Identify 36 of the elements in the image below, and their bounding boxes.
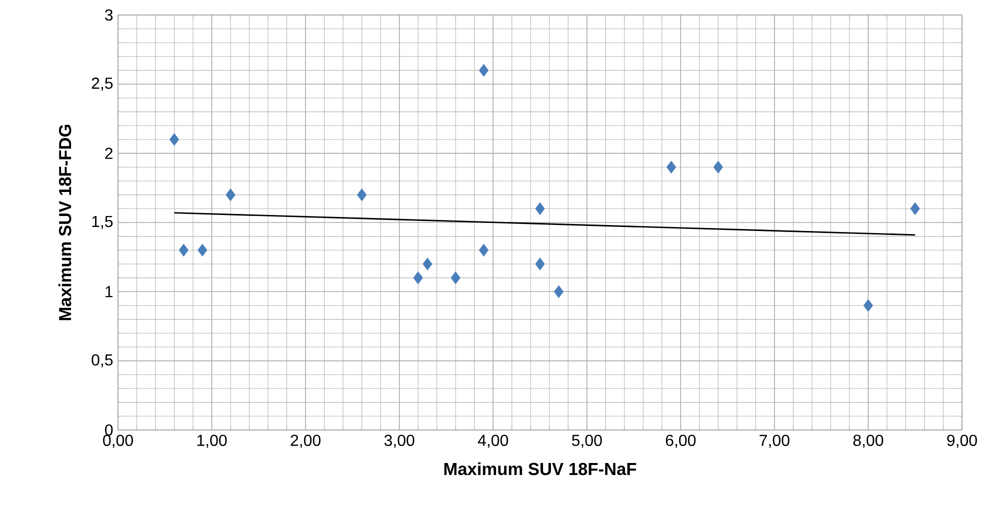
x-axis-title: Maximum SUV 18F-NaF: [444, 462, 636, 476]
point: [226, 188, 236, 202]
point: [357, 188, 367, 202]
point: [713, 160, 723, 174]
x-tick-label: 8,00: [853, 434, 884, 448]
point: [554, 285, 564, 298]
x-tick-label: 7,00: [760, 434, 790, 448]
y-tick-label: 3: [105, 9, 113, 21]
point: [478, 64, 489, 77]
point: [535, 202, 545, 215]
point: [535, 258, 545, 270]
y-tick-label: 2,5: [92, 78, 113, 91]
x-tick-label: 5,00: [572, 434, 602, 448]
y-tick-label: 1,5: [92, 216, 113, 230]
point: [422, 258, 432, 270]
point: [910, 202, 920, 215]
x-tick-label: 4,00: [478, 434, 508, 448]
point: [178, 244, 188, 256]
x-tick-label: 0,00: [103, 434, 133, 448]
x-tick-label: 1,00: [197, 434, 227, 448]
point: [863, 299, 873, 312]
point: [170, 133, 180, 146]
y-axis-title: Maximum SUV 18F-FDG: [58, 124, 72, 320]
x-tick-label: 3,00: [384, 434, 414, 448]
x-tick-label: 6,00: [666, 434, 696, 448]
point: [666, 160, 676, 174]
point: [478, 244, 489, 256]
y-tick-label: 0,5: [92, 354, 113, 368]
y-tick-label: 2: [105, 148, 112, 159]
point: [450, 272, 460, 284]
x-tick-label: 2,00: [290, 434, 321, 448]
y-tick-label: 1: [106, 286, 113, 298]
x-tick-label: 9,00: [947, 434, 977, 448]
point: [413, 272, 423, 284]
y-tick-label: 0: [105, 424, 113, 436]
point: [198, 244, 208, 256]
